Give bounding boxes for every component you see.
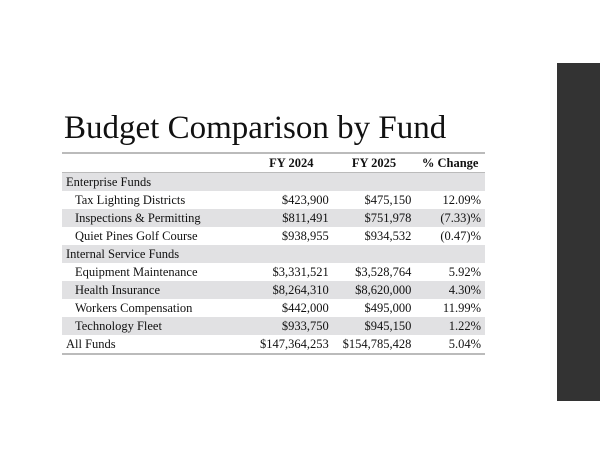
total-row: All Funds $147,364,253 $154,785,428 5.04% xyxy=(62,335,485,354)
header-label xyxy=(62,153,250,173)
fy2025-cell: $8,620,000 xyxy=(332,281,416,299)
row-label: Health Insurance xyxy=(62,281,250,299)
row-label: Quiet Pines Golf Course xyxy=(75,228,198,243)
table-row: Technology Fleet $933,750 $945,150 1.22% xyxy=(62,317,485,335)
table-row: Tax Lighting Districts $423,900 $475,150 12… xyxy=(62,191,485,209)
change-cell: (0.47)% xyxy=(440,228,481,243)
row-label: Internal Service Funds xyxy=(62,245,250,263)
row-label: All Funds xyxy=(66,336,116,351)
header-change: % Change xyxy=(415,153,485,173)
row-label: Enterprise Funds xyxy=(62,172,250,191)
fy2025-cell xyxy=(332,172,416,191)
budget-table: FY 2024 FY 2025 % Change Enterprise Fund… xyxy=(62,152,485,355)
fy2024-cell xyxy=(250,172,333,191)
row-label: Equipment Maintenance xyxy=(75,264,198,279)
header-fy2025: FY 2025 xyxy=(332,153,416,173)
fy2024-cell: $933,750 xyxy=(250,317,333,335)
fy2025-cell: $3,528,764 xyxy=(355,264,412,279)
change-cell: 4.30% xyxy=(415,281,485,299)
change-cell xyxy=(415,172,485,191)
fy2025-cell: $934,532 xyxy=(364,228,412,243)
change-cell: 5.92% xyxy=(448,264,481,279)
fy2025-cell: $495,000 xyxy=(364,300,412,315)
table-header-row: FY 2024 FY 2025 % Change xyxy=(62,153,485,173)
change-cell: 11.99% xyxy=(442,300,481,315)
group-row: Enterprise Funds xyxy=(62,172,485,191)
row-label: Tax Lighting Districts xyxy=(75,192,186,207)
table-row: Workers Compensation $442,000 $495,000 11.9… xyxy=(62,299,485,317)
fy2025-cell xyxy=(332,245,416,263)
header-fy2024: FY 2024 xyxy=(250,153,333,173)
fy2024-cell xyxy=(250,245,333,263)
fy2024-cell: $147,364,253 xyxy=(259,336,329,351)
row-label: Inspections & Permitting xyxy=(62,209,250,227)
change-cell: (7.33)% xyxy=(415,209,485,227)
fy2025-cell: $154,785,428 xyxy=(342,336,412,351)
fy2025-cell: $751,978 xyxy=(332,209,416,227)
row-label: Technology Fleet xyxy=(62,317,250,335)
change-cell xyxy=(415,245,485,263)
change-cell: 5.04% xyxy=(448,336,481,351)
fy2024-cell: $442,000 xyxy=(281,300,329,315)
table-row: Equipment Maintenance $3,331,521 $3,528,76… xyxy=(62,263,485,281)
change-cell: 1.22% xyxy=(415,317,485,335)
table-row: Quiet Pines Golf Course $938,955 $934,532 (… xyxy=(62,227,485,245)
decorative-sidebar-bar xyxy=(557,63,600,401)
fy2024-cell: $811,491 xyxy=(250,209,333,227)
fy2025-cell: $475,150 xyxy=(364,192,412,207)
group-row: Internal Service Funds xyxy=(62,245,485,263)
fy2024-cell: $938,955 xyxy=(281,228,329,243)
change-cell: 12.09% xyxy=(442,192,481,207)
table-row: Inspections & Permitting $811,491 $751,978… xyxy=(62,209,485,227)
row-label: Workers Compensation xyxy=(75,300,193,315)
fy2024-cell: $423,900 xyxy=(281,192,329,207)
fy2024-cell: $3,331,521 xyxy=(272,264,329,279)
slide-title: Budget Comparison by Fund xyxy=(64,110,447,146)
fy2024-cell: $8,264,310 xyxy=(250,281,333,299)
fy2025-cell: $945,150 xyxy=(332,317,416,335)
table-row: Health Insurance $8,264,310 $8,620,000 4.30… xyxy=(62,281,485,299)
